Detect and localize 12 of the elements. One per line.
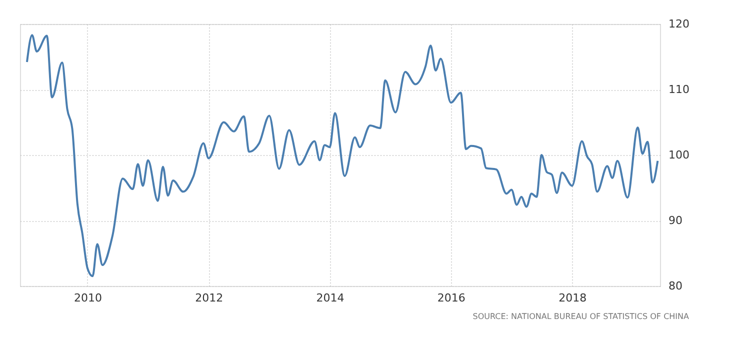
- x-tick-label: 2018: [558, 292, 587, 304]
- line-series: [26, 34, 659, 278]
- y-tick-label: 110: [668, 83, 690, 96]
- source-note: SOURCE: NATIONAL BUREAU OF STATISTICS OF CHINA: [472, 312, 690, 321]
- x-tick-label: 2016: [437, 292, 466, 304]
- y-tick-label: 100: [668, 148, 690, 162]
- y-tick-label: 90: [668, 214, 682, 227]
- x-tick-label: 2014: [316, 292, 344, 304]
- x-tick-label: 2010: [74, 292, 102, 304]
- y-tick-label: 120: [668, 18, 690, 30]
- x-tick-label: 2012: [195, 292, 224, 304]
- y-tick-label: 80: [668, 280, 682, 292]
